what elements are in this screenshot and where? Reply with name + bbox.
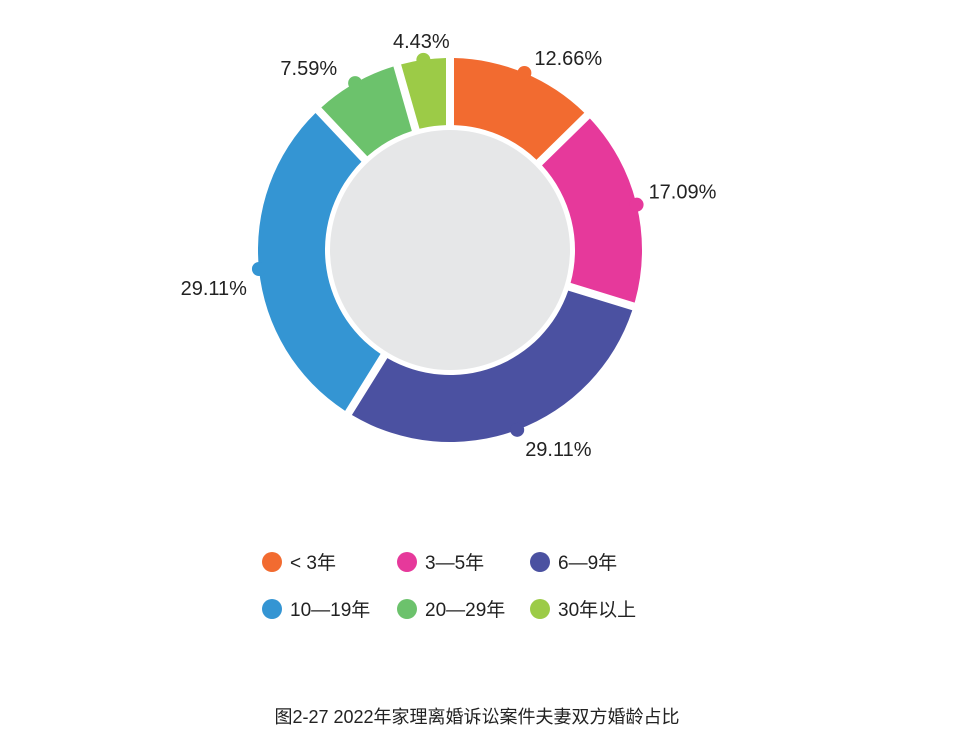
value-label-1: 12.66% [534, 48, 602, 70]
slice-marker-5 [348, 76, 363, 91]
slice-marker-4 [251, 262, 266, 277]
legend-swatch [397, 598, 417, 619]
value-label-3: 29.11% [525, 439, 592, 461]
legend-item-4: 10—19年 [262, 595, 370, 622]
slice-5 [321, 66, 412, 157]
legend-item-3: 6—9年 [530, 548, 617, 575]
value-labels: 12.66% 17.09% 29.11% 29.11% 7.59% 4.43% [181, 31, 717, 461]
slice-4 [258, 112, 381, 411]
donut-slices [258, 58, 642, 442]
legend-swatch [530, 551, 550, 572]
legend-item-5: 20—29年 [397, 595, 505, 622]
value-label-6: 4.43% [393, 31, 450, 53]
legend-swatch [530, 598, 550, 619]
slice-2 [542, 118, 642, 303]
legend-label: 6—9年 [558, 553, 618, 574]
value-label-2: 17.09% [649, 182, 717, 204]
legend-swatch [397, 551, 417, 572]
legend-label: 10—19年 [290, 600, 371, 621]
slice-marker-1 [517, 65, 532, 80]
chart-title: 图2-27 2022年家理离婚诉讼案件夫妻双方婚龄占比 [274, 707, 680, 727]
legend-item-2: 3—5年 [397, 548, 484, 575]
legend-label: 3—5年 [425, 553, 485, 574]
donut-center [330, 130, 570, 370]
value-label-4: 29.11% [181, 278, 248, 300]
value-label-5: 7.59% [280, 58, 337, 80]
legend-item-6: 30年以上 [530, 595, 636, 622]
legend-label: 30年以上 [558, 600, 637, 621]
legend-swatch [262, 551, 282, 572]
slice-1 [453, 58, 585, 160]
slice-marker-6 [416, 52, 431, 67]
legend-label: < 3年 [290, 553, 336, 574]
legend-label: 20—29年 [425, 600, 506, 621]
donut-chart: 12.66% 17.09% 29.11% 29.11% 7.59% 4.43% [181, 31, 717, 461]
slice-3 [351, 290, 633, 442]
slice-6 [401, 58, 447, 129]
legend-item-1: < 3年 [262, 548, 336, 575]
label-markers [251, 52, 644, 437]
legend-swatch [262, 598, 282, 619]
slice-marker-3 [510, 422, 525, 437]
slice-marker-2 [629, 197, 644, 212]
